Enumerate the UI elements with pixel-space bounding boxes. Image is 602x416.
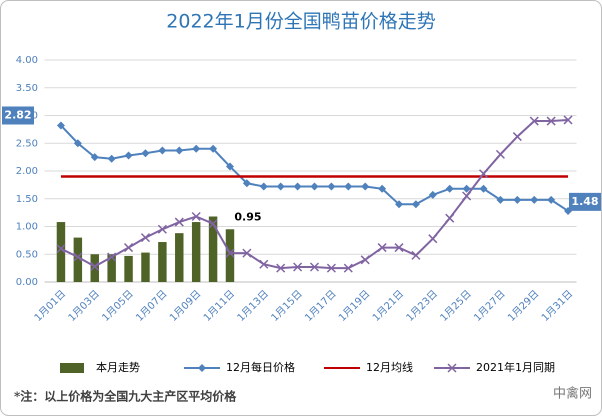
point: [343, 263, 353, 273]
data-label: 0.95: [234, 210, 261, 223]
legend-label: 2021年1月同期: [476, 360, 555, 374]
point: [90, 153, 99, 162]
point: [56, 244, 66, 254]
y-tick-label: 4.00: [16, 55, 38, 66]
point: [141, 149, 150, 158]
bar: [56, 222, 66, 282]
data-label-box: [569, 192, 601, 211]
point: [344, 182, 353, 191]
point: [411, 250, 421, 260]
point: [496, 195, 505, 204]
point: [107, 252, 117, 262]
point: [259, 182, 268, 191]
point: [327, 182, 336, 191]
watermark: 中禽网: [553, 386, 592, 402]
bar: [107, 254, 116, 282]
point: [140, 233, 150, 243]
point: [225, 248, 235, 258]
point: [411, 200, 420, 209]
point: [124, 243, 134, 253]
y-tick-label: 2.00: [16, 166, 38, 177]
point: [395, 200, 404, 209]
point: [513, 195, 522, 204]
bar: [175, 233, 184, 282]
point: [445, 184, 454, 193]
point: [495, 149, 505, 159]
point: [361, 182, 370, 191]
point: [90, 261, 100, 271]
point: [428, 190, 437, 199]
y-tick-label: 0.50: [16, 249, 38, 260]
point: [547, 195, 556, 204]
point: [529, 116, 539, 126]
point: [192, 144, 201, 153]
y-tick-label: 0.00: [16, 277, 38, 288]
y-tick-label: 1.00: [16, 222, 38, 233]
data-label: 1.48: [571, 195, 598, 208]
point: [293, 262, 303, 272]
chart-title: 2022年1月份全国鸭苗价格走势: [166, 11, 435, 33]
point: [157, 224, 167, 234]
footnote: *注：以上价格为全国九大主产区平均价格: [14, 389, 237, 404]
bar: [124, 255, 133, 282]
point: [530, 195, 539, 204]
legend-label: 12月均线: [366, 360, 413, 374]
point: [124, 151, 133, 160]
point: [107, 154, 116, 163]
point: [56, 121, 65, 130]
bar: [208, 216, 218, 282]
point: [377, 243, 387, 253]
point: [259, 259, 269, 269]
point: [198, 364, 206, 372]
legend-label: 本月走势: [96, 360, 140, 374]
point: [445, 213, 455, 223]
point: [546, 116, 556, 126]
bar: [73, 237, 83, 282]
point: [175, 146, 184, 155]
point: [479, 169, 489, 179]
y-tick-label: 1.50: [16, 194, 38, 205]
point: [73, 139, 82, 148]
point: [360, 255, 370, 265]
point: [378, 184, 387, 193]
point: [479, 184, 488, 193]
point: [447, 363, 457, 373]
point: [242, 248, 252, 258]
bar: [90, 254, 99, 282]
point: [225, 162, 234, 171]
y-tick-label: 3.50: [16, 83, 38, 94]
data-label-box: [2, 106, 34, 125]
point: [209, 144, 218, 153]
legend-label: 12月每日价格: [226, 360, 295, 374]
point: [462, 184, 471, 193]
point: [428, 234, 438, 244]
point: [208, 219, 218, 229]
point: [242, 179, 251, 188]
point: [73, 252, 83, 262]
bar: [141, 252, 150, 282]
data-label: 2.82: [4, 108, 31, 121]
point: [191, 211, 201, 222]
point: [394, 243, 404, 253]
point: [326, 263, 336, 273]
point: [563, 115, 573, 125]
point: [276, 182, 285, 191]
y-tick-label: 2.50: [16, 138, 38, 149]
bar: [191, 222, 201, 282]
bar: [158, 242, 167, 282]
point: [309, 262, 320, 272]
point: [462, 191, 472, 201]
point: [174, 217, 184, 227]
point: [293, 182, 302, 191]
point: [276, 263, 286, 273]
legend-swatch: [60, 363, 84, 373]
bar: [225, 229, 235, 282]
point: [158, 146, 167, 155]
point: [512, 132, 522, 142]
point: [310, 182, 319, 191]
